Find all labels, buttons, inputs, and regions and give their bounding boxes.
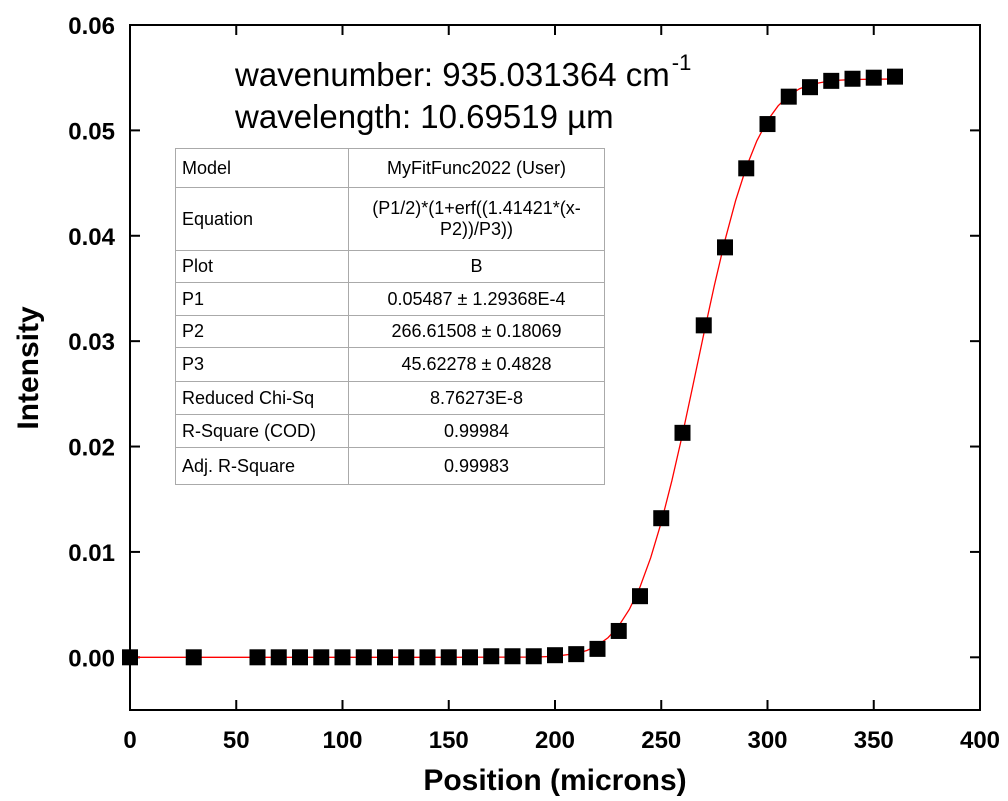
x-tick-label: 200: [535, 727, 575, 754]
x-tick-label: 50: [223, 727, 250, 754]
marker: [440, 649, 457, 666]
marker: [270, 649, 287, 666]
marker: [525, 648, 542, 665]
marker: [355, 649, 372, 666]
table-row: Adj. R-Square 0.99983: [175, 447, 605, 485]
table-value: MyFitFunc2022 (User): [348, 148, 605, 188]
marker: [547, 647, 563, 664]
marker: [313, 649, 330, 666]
marker: [568, 646, 585, 663]
table-key: Equation: [175, 187, 349, 251]
marker: [398, 649, 415, 666]
marker: [292, 649, 308, 666]
y-axis-title: Intensity: [12, 306, 45, 430]
marker: [249, 649, 266, 666]
table-row: Reduced Chi-Sq 8.76273E-8: [175, 381, 605, 415]
table-row: Plot B: [175, 250, 605, 283]
annotation: wavelength: 10.69519 µm: [234, 98, 614, 135]
y-tick-label: 0.06: [68, 13, 115, 40]
table-row: Equation (P1/2)*(1+erf((1.41421*(x-P2))/P…: [175, 187, 605, 251]
x-tick-label: 300: [747, 727, 787, 754]
marker: [674, 424, 691, 441]
marker: [695, 317, 712, 334]
marker: [122, 649, 138, 666]
x-tick-label: 150: [429, 727, 469, 754]
marker: [802, 79, 818, 96]
marker: [632, 588, 648, 605]
marker: [504, 648, 521, 665]
marker: [780, 88, 797, 105]
y-tick-label: 0.04: [68, 224, 115, 251]
table-value: (P1/2)*(1+erf((1.41421*(x-P2))/P3)): [348, 187, 605, 251]
table-row: P1 0.05487 ± 1.29368E-4: [175, 282, 605, 316]
table-key: P3: [175, 347, 349, 382]
table-row: P3 45.62278 ± 0.4828: [175, 347, 605, 382]
x-tick-label: 100: [322, 727, 362, 754]
annotation: wavenumber: 935.031364 cm: [234, 56, 670, 93]
table-value: 266.61508 ± 0.18069: [348, 315, 605, 348]
table-key: Model: [175, 148, 349, 188]
y-tick-label: 0.03: [68, 329, 115, 356]
table-value: 0.99984: [348, 414, 605, 448]
table-key: P2: [175, 315, 349, 348]
marker: [887, 68, 903, 85]
marker: [844, 70, 861, 87]
table-value: 45.62278 ± 0.4828: [348, 347, 605, 382]
table-key: P1: [175, 282, 349, 316]
x-tick-label: 0: [123, 727, 136, 754]
y-tick-label: 0.01: [68, 540, 115, 567]
x-tick-label: 350: [854, 727, 894, 754]
table-row: R-Square (COD) 0.99984: [175, 414, 605, 448]
table-value: 0.05487 ± 1.29368E-4: [348, 282, 605, 316]
marker: [759, 116, 776, 133]
marker: [738, 160, 755, 177]
fit-line: [130, 78, 896, 658]
table-key: R-Square (COD): [175, 414, 349, 448]
table-value: 8.76273E-8: [348, 381, 605, 415]
table-key: Reduced Chi-Sq: [175, 381, 349, 415]
marker: [589, 640, 606, 657]
fit-table: Model MyFitFunc2022 (User) Equation (P1/2)*…: [175, 148, 605, 485]
marker: [334, 649, 351, 666]
marker: [865, 69, 882, 86]
x-tick-label: 400: [960, 727, 1000, 754]
marker: [823, 72, 840, 89]
marker: [419, 649, 436, 666]
y-tick-label: 0.02: [68, 435, 115, 462]
x-tick-label: 250: [641, 727, 681, 754]
table-row: Model MyFitFunc2022 (User): [175, 148, 605, 188]
y-tick-label: 0.00: [68, 645, 115, 672]
marker: [462, 649, 478, 666]
marker: [653, 510, 670, 527]
table-value: B: [348, 250, 605, 283]
table-key: Adj. R-Square: [175, 447, 349, 485]
x-axis-title: Position (microns): [423, 764, 686, 797]
marker: [483, 648, 500, 665]
y-tick-label: 0.05: [68, 118, 115, 145]
marker: [377, 649, 393, 666]
marker: [610, 622, 627, 639]
table-key: Plot: [175, 250, 349, 283]
annotation-superscript: -1: [672, 50, 692, 75]
table-value: 0.99983: [348, 447, 605, 485]
marker: [717, 239, 733, 256]
table-row: P2 266.61508 ± 0.18069: [175, 315, 605, 348]
marker: [185, 649, 202, 666]
